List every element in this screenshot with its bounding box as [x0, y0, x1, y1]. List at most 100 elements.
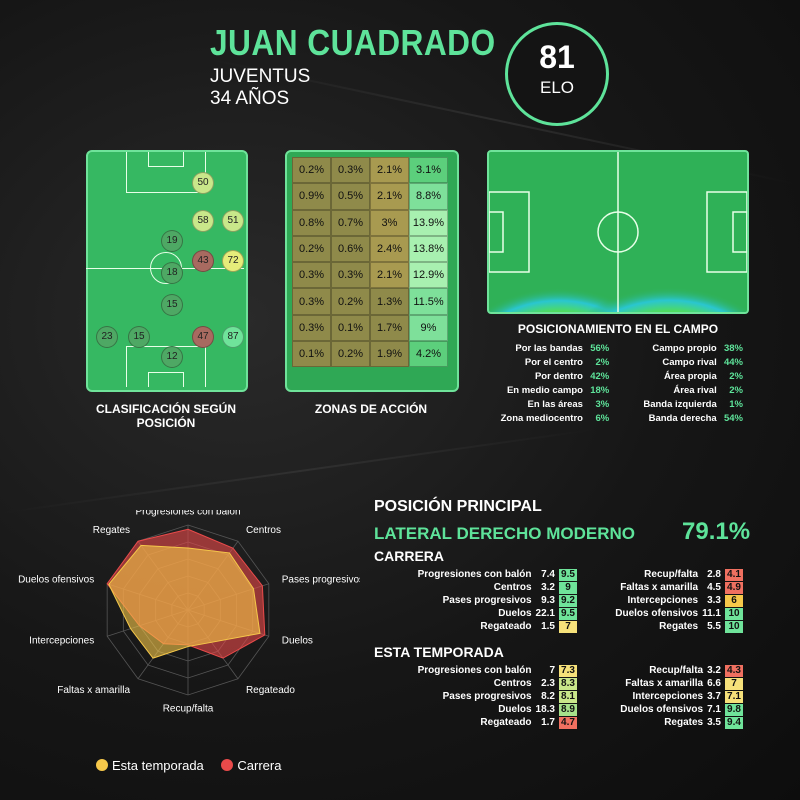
career-title: CARRERA: [374, 548, 444, 564]
zone-cell: 0.2%: [331, 288, 370, 315]
stat-value: 2.3: [541, 678, 555, 689]
stat-label: Regateado: [480, 717, 532, 728]
player-name: JUAN CUADRADO: [210, 22, 496, 63]
stat-value: 5.5: [707, 621, 721, 632]
radar-label: Progresiones con balón: [135, 510, 240, 517]
stat-label: Centros: [493, 582, 532, 593]
main-position-role: LATERAL DERECHO MODERNO: [374, 524, 635, 543]
stat-score-badge: 4.3: [725, 664, 743, 677]
stat-score-badge: 7: [559, 620, 577, 633]
stat-value: 3.2: [707, 665, 721, 676]
zone-cell: 1.7%: [370, 314, 409, 342]
position-rating-dot: 58: [192, 210, 214, 232]
zone-cell: 0.8%: [292, 209, 331, 236]
heat-stat-value: 2%: [729, 371, 743, 382]
zone-cell: 0.1%: [331, 314, 370, 342]
zone-cell: 0.7%: [331, 209, 370, 236]
radar-label: Centros: [246, 525, 281, 536]
stat-score-badge: 8.3: [559, 677, 577, 690]
heat-stat-label: Zona mediocentro: [500, 413, 583, 424]
position-rating-dot: 19: [161, 230, 183, 252]
stat-label: Duelos: [498, 704, 532, 715]
elo-badge: 81 ELO: [505, 22, 609, 126]
stat-score-badge: 7.1: [725, 690, 743, 703]
heat-stat-value: 6%: [595, 413, 610, 424]
stat-label: Duelos ofensivos: [615, 608, 699, 619]
career-table-right: Recup/falta 2.8 4.1 Faltas x amarilla 4.5 4.9…: [578, 568, 745, 633]
position-rating-dot: 18: [161, 262, 183, 284]
radar-label: Faltas x amarilla: [57, 685, 130, 696]
elo-label: ELO: [539, 78, 575, 97]
heat-stat-label: En las áreas: [527, 399, 583, 410]
heat-stat-label: Área rival: [673, 385, 717, 396]
heat-stat-value: 54%: [723, 413, 743, 424]
position-rating-dot: 23: [96, 326, 118, 348]
stat-label: Recup/falta: [644, 569, 699, 580]
zone-cell: 3.1%: [409, 157, 448, 184]
heat-stat-value: 1%: [729, 399, 743, 410]
season-table-left: Progresiones con balón 7 7.3 Centros 2.3 8.3 P…: [374, 664, 579, 729]
radar-label: Pases progresivos: [282, 575, 360, 586]
position-rating-dot: 72: [222, 250, 244, 272]
stat-score-badge: 10: [725, 607, 743, 620]
radar-chart: Progresiones con balón Centros Pases progr…: [18, 510, 360, 715]
career-table-left: Progresiones con balón 7.4 9.5 Centros 3.2 9 P…: [374, 568, 579, 633]
heat-stat-label: Por las bandas: [515, 343, 583, 354]
position-rating-dot: 43: [192, 250, 214, 272]
stat-label: Regates: [659, 621, 699, 632]
stat-label: Faltas x amarilla: [620, 582, 699, 593]
zone-cell: 11.5%: [409, 288, 448, 315]
stat-label: Duelos ofensivos: [620, 704, 704, 715]
zone-cell: 2.1%: [370, 157, 409, 184]
stat-label: Pases progresivos: [442, 691, 532, 702]
heat-stat-label: Campo propio: [652, 343, 717, 354]
heat-stat-label: En medio campo: [506, 385, 583, 396]
zone-cell: 12.9%: [409, 262, 448, 289]
stat-score-badge: 10: [725, 620, 743, 633]
stat-value: 11.1: [702, 608, 721, 619]
heat-stat-label: Por el centro: [524, 357, 583, 368]
radar-season-area: [108, 544, 261, 659]
stat-label: Progresiones con balón: [417, 569, 532, 580]
stat-score-badge: 4.1: [725, 568, 743, 581]
zones-caption: ZONAS DE ACCIÓN: [314, 402, 428, 416]
radar-label: Intercepciones: [29, 635, 94, 646]
zone-cell: 2.1%: [370, 183, 409, 210]
main-position-pct: 79.1%: [682, 518, 751, 545]
stat-score-badge: 7: [725, 677, 743, 690]
stat-value: 7: [549, 665, 555, 676]
elo-value: 81: [539, 39, 575, 75]
stat-value: 3.2: [541, 582, 555, 593]
position-rating-dot: 15: [128, 326, 150, 348]
heatmap-box-left: [489, 191, 530, 273]
heat-stat-value: 2%: [729, 385, 743, 396]
stat-score-badge: 6: [725, 594, 743, 607]
stat-label: Recup/falta: [649, 665, 704, 676]
zone-cell: 1.9%: [370, 341, 409, 368]
stat-label: Regateado: [480, 621, 532, 632]
stat-value: 7.4: [541, 569, 555, 580]
position-rating-dot: 12: [161, 346, 183, 368]
heat-stat-label: Banda derecha: [648, 413, 717, 424]
zone-cell: 0.1%: [292, 341, 331, 368]
stat-label: Faltas x amarilla: [625, 678, 704, 689]
radar-label: Duelos: [282, 635, 313, 646]
stat-value: 3.7: [707, 691, 721, 702]
legend-season-dot: [96, 759, 108, 771]
heatmap-svg: [489, 152, 747, 312]
heat-stat-value: 18%: [590, 385, 610, 396]
stat-value: 6.6: [707, 678, 721, 689]
heat-stat-value: 2%: [595, 357, 610, 368]
heatmap-caption: POSICIONAMIENTO EN EL CAMPO: [517, 322, 719, 336]
stat-value: 8.2: [541, 691, 555, 702]
stat-score-badge: 8.9: [559, 703, 577, 716]
stat-value: 4.5: [707, 582, 721, 593]
heat-stat-value: 44%: [723, 357, 743, 368]
stat-value: 3.5: [707, 717, 721, 728]
stat-score-badge: 9: [559, 581, 577, 594]
stat-value: 1.5: [541, 621, 555, 632]
zone-cell: 9%: [409, 314, 448, 342]
position-rating-dot: 87: [222, 326, 244, 348]
legend-season-label: Esta temporada: [112, 758, 204, 773]
